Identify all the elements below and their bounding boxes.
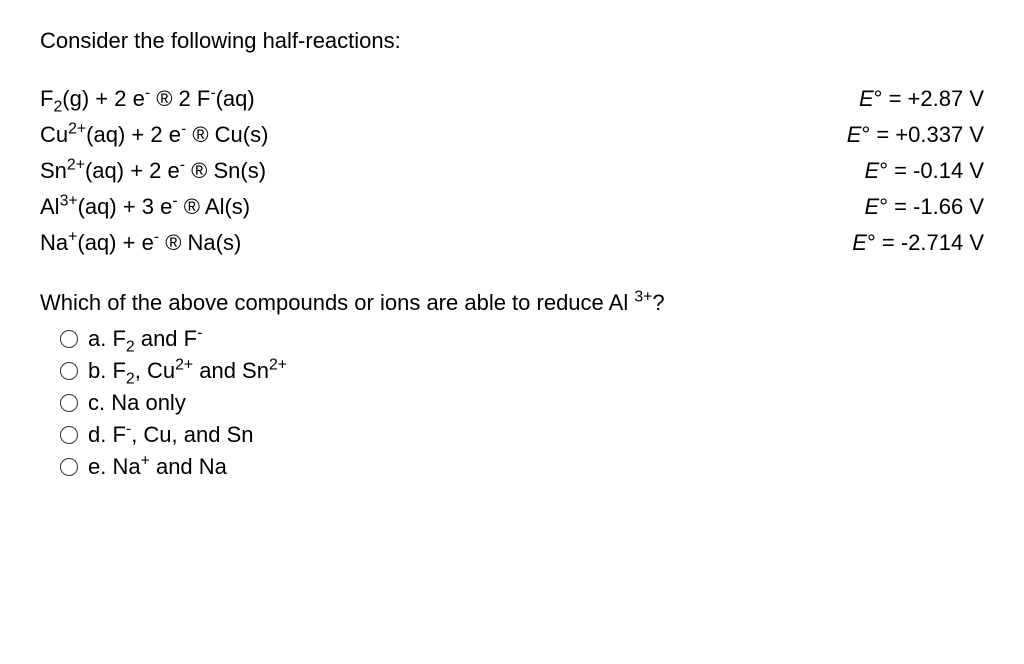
reaction-potential: E° = -2.714 V — [852, 230, 984, 256]
reaction-row: F2(g) + 2 e- ® 2 F-(aq) E° = +2.87 V — [40, 86, 984, 112]
reaction-left: Na+(aq) + e- ® Na(s) — [40, 230, 852, 256]
option-b[interactable]: b. F2, Cu2+ and Sn2+ — [60, 358, 984, 384]
reaction-potential: E° = -0.14 V — [865, 158, 985, 184]
option-c[interactable]: c. Na only — [60, 390, 984, 416]
reaction-left: F2(g) + 2 e- ® 2 F-(aq) — [40, 86, 859, 112]
intro-text: Consider the following half-reactions: — [40, 28, 984, 54]
option-label: e. Na+ and Na — [88, 454, 227, 480]
option-d[interactable]: d. F-, Cu, and Sn — [60, 422, 984, 448]
reaction-left: Cu2+(aq) + 2 e- ® Cu(s) — [40, 122, 847, 148]
radio-icon[interactable] — [60, 330, 78, 348]
reactions-block: F2(g) + 2 e- ® 2 F-(aq) E° = +2.87 V Cu2… — [40, 86, 984, 256]
radio-icon[interactable] — [60, 426, 78, 444]
option-label: d. F-, Cu, and Sn — [88, 422, 254, 448]
reaction-potential: E° = +0.337 V — [847, 122, 984, 148]
reaction-left: Al3+(aq) + 3 e- ® Al(s) — [40, 194, 865, 220]
radio-icon[interactable] — [60, 458, 78, 476]
reaction-row: Cu2+(aq) + 2 e- ® Cu(s) E° = +0.337 V — [40, 122, 984, 148]
option-label: c. Na only — [88, 390, 186, 416]
question-text: Which of the above compounds or ions are… — [40, 290, 984, 316]
reaction-potential: E° = -1.66 V — [865, 194, 985, 220]
option-a[interactable]: a. F2 and F- — [60, 326, 984, 352]
options-block: a. F2 and F- b. F2, Cu2+ and Sn2+ c. Na … — [40, 326, 984, 480]
option-label: b. F2, Cu2+ and Sn2+ — [88, 358, 287, 384]
reaction-row: Na+(aq) + e- ® Na(s) E° = -2.714 V — [40, 230, 984, 256]
radio-icon[interactable] — [60, 362, 78, 380]
radio-icon[interactable] — [60, 394, 78, 412]
reaction-potential: E° = +2.87 V — [859, 86, 984, 112]
option-e[interactable]: e. Na+ and Na — [60, 454, 984, 480]
reaction-left: Sn2+(aq) + 2 e- ® Sn(s) — [40, 158, 865, 184]
option-label: a. F2 and F- — [88, 326, 202, 352]
reaction-row: Al3+(aq) + 3 e- ® Al(s) E° = -1.66 V — [40, 194, 984, 220]
reaction-row: Sn2+(aq) + 2 e- ® Sn(s) E° = -0.14 V — [40, 158, 984, 184]
